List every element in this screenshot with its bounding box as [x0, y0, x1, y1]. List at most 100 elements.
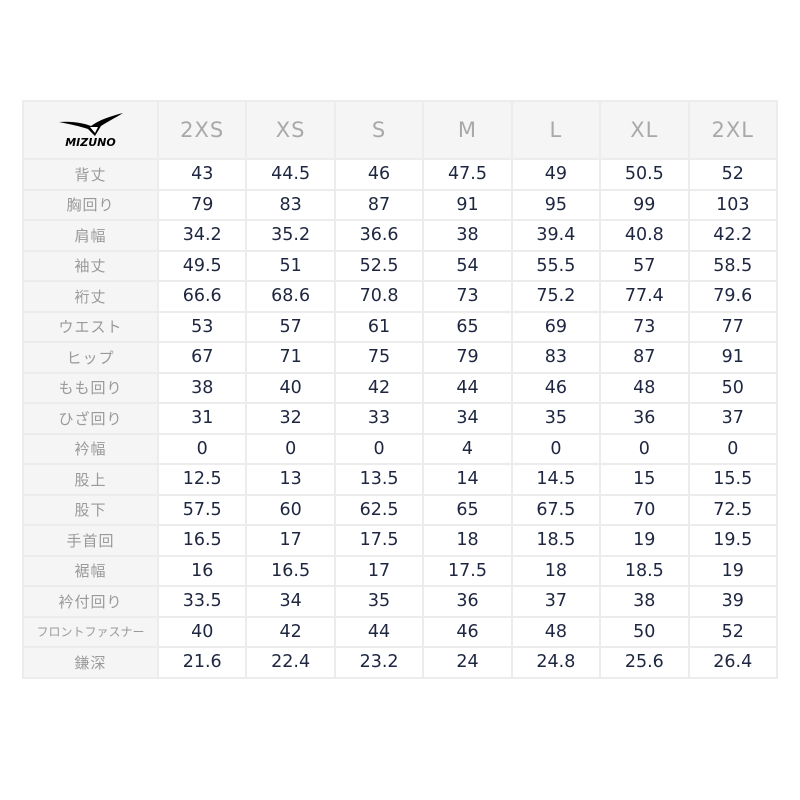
table-row: ひざ回り 31 32 33 34 35 36 37: [22, 402, 779, 435]
measurement-cell: 18.5: [599, 554, 690, 587]
measurement-cell: 17: [245, 524, 336, 557]
measurement-cell: 18: [510, 554, 602, 587]
measurement-cell: 46: [510, 371, 602, 404]
row-label: 胸回り: [22, 188, 159, 221]
table-row: 衿幅 0 0 0 4 0 0 0: [22, 432, 779, 465]
measurement-cell: 44: [422, 371, 513, 404]
measurement-cell: 34: [422, 402, 513, 435]
measurement-cell: 37: [687, 402, 779, 435]
measurement-cell: 77: [687, 310, 779, 343]
measurement-cell: 44: [333, 615, 425, 648]
measurement-cell: 75: [333, 341, 425, 374]
table-row: フロントファスナー 40 42 44 46 48 50 52: [22, 615, 779, 648]
measurement-cell: 54: [422, 249, 513, 282]
measurement-cell: 40: [156, 615, 248, 648]
measurement-cell: 50.5: [599, 158, 690, 191]
mizuno-runbird-icon: [58, 112, 123, 136]
measurement-cell: 32: [245, 402, 336, 435]
size-header-xs: XS: [245, 100, 336, 160]
measurement-cell: 61: [333, 310, 425, 343]
measurement-cell: 49.5: [156, 249, 248, 282]
measurement-cell: 65: [422, 310, 513, 343]
measurement-cell: 57: [245, 310, 336, 343]
measurement-cell: 0: [510, 432, 602, 465]
size-header-xl: XL: [599, 100, 690, 160]
measurement-cell: 19: [687, 554, 779, 587]
size-header-m: M: [422, 100, 513, 160]
measurement-cell: 99: [599, 188, 690, 221]
measurement-cell: 48: [599, 371, 690, 404]
measurement-cell: 48: [510, 615, 602, 648]
measurement-cell: 34: [245, 585, 336, 618]
measurement-cell: 52: [687, 158, 779, 191]
row-label: 股上: [22, 463, 159, 496]
measurement-cell: 68.6: [245, 280, 336, 313]
measurement-cell: 91: [422, 188, 513, 221]
measurement-cell: 24.8: [510, 646, 602, 679]
size-header-l: L: [510, 100, 602, 160]
row-label: 裄丈: [22, 280, 159, 313]
row-label: 肩幅: [22, 219, 159, 252]
row-label: ウエスト: [22, 310, 159, 343]
measurement-cell: 17.5: [422, 554, 513, 587]
table-row: 裾幅 16 16.5 17 17.5 18 18.5 19: [22, 554, 779, 587]
table-row: 衿付回り 33.5 34 35 36 37 38 39: [22, 585, 779, 618]
table-row: 鎌深 21.6 22.4 23.2 24 24.8 25.6 26.4: [22, 646, 779, 679]
measurement-cell: 72.5: [687, 493, 779, 526]
table-row: ウエスト 53 57 61 65 69 73 77: [22, 310, 779, 343]
measurement-cell: 39: [687, 585, 779, 618]
measurement-cell: 70: [599, 493, 690, 526]
size-header-s: S: [333, 100, 425, 160]
measurement-cell: 62.5: [333, 493, 425, 526]
measurement-cell: 67: [156, 341, 248, 374]
measurement-cell: 47.5: [422, 158, 513, 191]
measurement-cell: 91: [687, 341, 779, 374]
table-row: 股上 12.5 13 13.5 14 14.5 15 15.5: [22, 463, 779, 496]
measurement-cell: 33.5: [156, 585, 248, 618]
measurement-cell: 14: [422, 463, 513, 496]
row-label: 裾幅: [22, 554, 159, 587]
table-row: 手首回 16.5 17 17.5 18 18.5 19 19.5: [22, 524, 779, 557]
measurement-cell: 67.5: [510, 493, 602, 526]
measurement-cell: 73: [599, 310, 690, 343]
table-row: ヒップ 67 71 75 79 83 87 91: [22, 341, 779, 374]
row-label: ヒップ: [22, 341, 159, 374]
measurement-cell: 79: [422, 341, 513, 374]
measurement-cell: 0: [245, 432, 336, 465]
measurement-cell: 39.4: [510, 219, 602, 252]
measurement-cell: 83: [510, 341, 602, 374]
measurement-cell: 69: [510, 310, 602, 343]
measurement-cell: 57.5: [156, 493, 248, 526]
measurement-cell: 12.5: [156, 463, 248, 496]
row-label: フロントファスナー: [22, 615, 159, 648]
measurement-cell: 26.4: [687, 646, 779, 679]
measurement-cell: 16.5: [245, 554, 336, 587]
measurement-cell: 19.5: [687, 524, 779, 557]
measurement-cell: 42: [245, 615, 336, 648]
table-row: 袖丈 49.5 51 52.5 54 55.5 57 58.5: [22, 249, 779, 282]
measurement-cell: 17.5: [333, 524, 425, 557]
measurement-cell: 4: [422, 432, 513, 465]
measurement-cell: 18: [422, 524, 513, 557]
measurement-cell: 66.6: [156, 280, 248, 313]
row-label: 袖丈: [22, 249, 159, 282]
measurement-cell: 37: [510, 585, 602, 618]
measurement-cell: 57: [599, 249, 690, 282]
table-row: もも回り 38 40 42 44 46 48 50: [22, 371, 779, 404]
table-row: 裄丈 66.6 68.6 70.8 73 75.2 77.4 79.6: [22, 280, 779, 313]
measurement-cell: 34.2: [156, 219, 248, 252]
measurement-cell: 16.5: [156, 524, 248, 557]
brand-logo-cell: MIZUNO: [22, 100, 159, 160]
measurement-cell: 38: [599, 585, 690, 618]
measurement-cell: 50: [599, 615, 690, 648]
measurement-cell: 42: [333, 371, 425, 404]
measurement-cell: 0: [156, 432, 248, 465]
measurement-cell: 36: [422, 585, 513, 618]
table-row: 胸回り 79 83 87 91 95 99 103: [22, 188, 779, 221]
measurement-cell: 15: [599, 463, 690, 496]
measurement-cell: 0: [333, 432, 425, 465]
size-chart-table: MIZUNO 2XS XS S M L XL 2XL 背丈 43 44.5 46 47.5 49 50.…: [22, 100, 779, 679]
measurement-cell: 77.4: [599, 280, 690, 313]
measurement-cell: 49: [510, 158, 602, 191]
measurement-cell: 35.2: [245, 219, 336, 252]
